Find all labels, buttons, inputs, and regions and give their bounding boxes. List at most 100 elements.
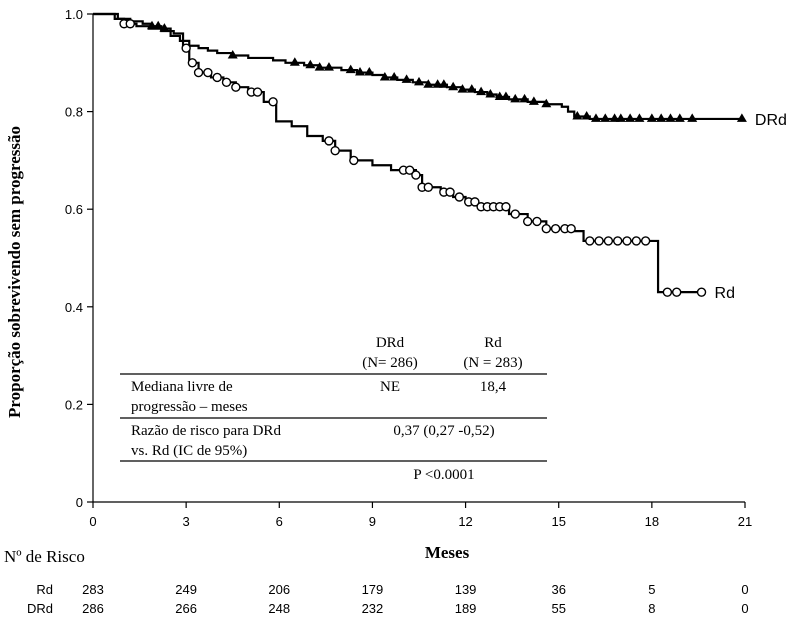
marker-rd-29 xyxy=(501,202,511,212)
marker-rd-13 xyxy=(330,145,340,156)
x-tick-label-3: 9 xyxy=(369,514,376,529)
summary-table: DRd (N= 286) Rd (N = 283) Mediana livre … xyxy=(120,335,547,483)
risk-table: Rd 283 249 206 179 139 36 5 0 DRd 286 266 248 232 189 5… xyxy=(27,582,749,616)
x-tick-label-0: 0 xyxy=(89,514,96,529)
x-axis-title: Meses xyxy=(425,543,470,562)
marker-rd-46 xyxy=(696,287,707,297)
marker-drd-3 xyxy=(227,49,238,59)
marker-drd-39 xyxy=(665,113,676,122)
marker-drd-15 xyxy=(423,79,434,88)
risk-rd-5: 36 xyxy=(551,582,565,597)
risk-rd-3: 179 xyxy=(362,582,384,597)
marker-rd-19 xyxy=(423,182,434,192)
curve-rd xyxy=(93,12,702,294)
marker-rd-24 xyxy=(470,197,480,207)
y-tick-label-1: 0.2 xyxy=(65,397,83,412)
risk-rd-4: 139 xyxy=(455,582,477,597)
table-row1-label-2: progressão – meses xyxy=(131,399,248,415)
table-row1-label-1: Mediana livre de xyxy=(131,379,233,395)
risk-rd-6: 5 xyxy=(648,582,655,597)
marker-drd-17 xyxy=(438,79,449,88)
table-row1-col2: 18,4 xyxy=(480,379,507,395)
marker-rd-21 xyxy=(445,187,455,197)
marker-drd-42 xyxy=(736,113,747,122)
marker-rd-10 xyxy=(252,87,263,97)
risk-drd-7: 0 xyxy=(741,601,748,616)
marker-rd-2 xyxy=(181,43,191,53)
table-col1-name: DRd xyxy=(376,335,405,351)
table-row1-col1: NE xyxy=(380,379,400,395)
curves: DRd Rd xyxy=(93,12,787,302)
marker-drd-32 xyxy=(600,113,611,122)
x-ticks: 0 3 6 9 12 15 18 21 xyxy=(89,502,752,529)
marker-drd-24 xyxy=(500,91,511,100)
marker-drd-12 xyxy=(389,71,400,81)
x-tick-label-6: 18 xyxy=(645,514,659,529)
marker-rd-12 xyxy=(324,136,334,146)
marker-drd-40 xyxy=(674,113,685,122)
marker-rd-31 xyxy=(522,216,533,227)
marker-drd-21 xyxy=(476,86,487,96)
marker-rd-37 xyxy=(585,236,595,246)
risk-drd-3: 232 xyxy=(362,601,384,616)
risk-drd-2: 248 xyxy=(268,601,290,616)
marker-rd-42 xyxy=(631,236,642,246)
table-col2-n: (N = 283) xyxy=(463,355,522,371)
marker-drd-11 xyxy=(379,71,390,81)
series-label-drd: DRd xyxy=(755,112,787,129)
marker-rd-17 xyxy=(411,170,421,180)
y-tick-label-2: 0.4 xyxy=(65,300,83,315)
marker-drd-35 xyxy=(625,113,636,122)
marker-drd-6 xyxy=(314,62,325,71)
table-col2-name: Rd xyxy=(484,335,502,351)
risk-table-title: Nº de Risco xyxy=(4,547,85,566)
x-tick-label-1: 3 xyxy=(183,514,190,529)
y-tick-label-0: 0 xyxy=(76,495,83,510)
risk-drd-1: 266 xyxy=(175,601,197,616)
marker-drd-18 xyxy=(448,81,459,91)
marker-rd-6 xyxy=(212,72,222,83)
x-tick-label-7: 21 xyxy=(738,514,752,529)
marker-drd-9 xyxy=(355,67,366,76)
marker-drd-7 xyxy=(323,62,334,71)
risk-drd-6: 8 xyxy=(648,601,655,616)
marker-rd-11 xyxy=(268,97,278,107)
marker-drd-37 xyxy=(646,113,657,122)
marker-rd-4 xyxy=(193,67,204,78)
y-tick-label-3: 0.6 xyxy=(65,202,83,217)
axes xyxy=(92,14,745,503)
marker-rd-7 xyxy=(221,77,232,88)
marker-rd-14 xyxy=(349,155,359,166)
marker-rd-44 xyxy=(662,287,673,297)
marker-rd-39 xyxy=(603,236,614,246)
marker-drd-19 xyxy=(457,84,468,93)
y-tick-label-5: 1.0 xyxy=(65,7,83,22)
x-tick-label-2: 6 xyxy=(276,514,283,529)
y-tick-label-4: 0.8 xyxy=(65,105,83,120)
marker-drd-36 xyxy=(634,113,645,122)
table-col1-n: (N= 286) xyxy=(362,355,418,371)
marker-rd-36 xyxy=(566,224,576,234)
table-row2-label-1: Razão de risco para DRd xyxy=(131,423,281,439)
series-label-rd: Rd xyxy=(715,285,735,302)
marker-drd-4 xyxy=(289,57,300,66)
marker-drd-38 xyxy=(656,113,667,122)
marker-drd-27 xyxy=(528,96,539,105)
marker-drd-30 xyxy=(581,110,592,120)
marker-rd-33 xyxy=(541,224,551,234)
risk-rd-0: 283 xyxy=(82,582,104,597)
risk-drd-5: 55 xyxy=(551,601,565,616)
marker-rd-5 xyxy=(203,67,213,78)
risk-drd-4: 189 xyxy=(455,601,477,616)
marker-drd-34 xyxy=(615,113,626,122)
marker-drd-1 xyxy=(153,20,164,30)
table-row2-value: 0,37 (0,27 -0,52) xyxy=(393,423,494,439)
risk-rd-7: 0 xyxy=(741,582,748,597)
risk-row-label-drd: DRd xyxy=(27,601,53,616)
marker-drd-14 xyxy=(414,76,424,86)
marker-drd-28 xyxy=(541,98,552,108)
y-ticks: 0 0.2 0.4 0.6 0.8 1.0 xyxy=(65,7,93,510)
risk-row-label-rd: Rd xyxy=(36,582,53,597)
y-axis-title: Proporção sobrevivendo sem progressão xyxy=(5,126,24,418)
